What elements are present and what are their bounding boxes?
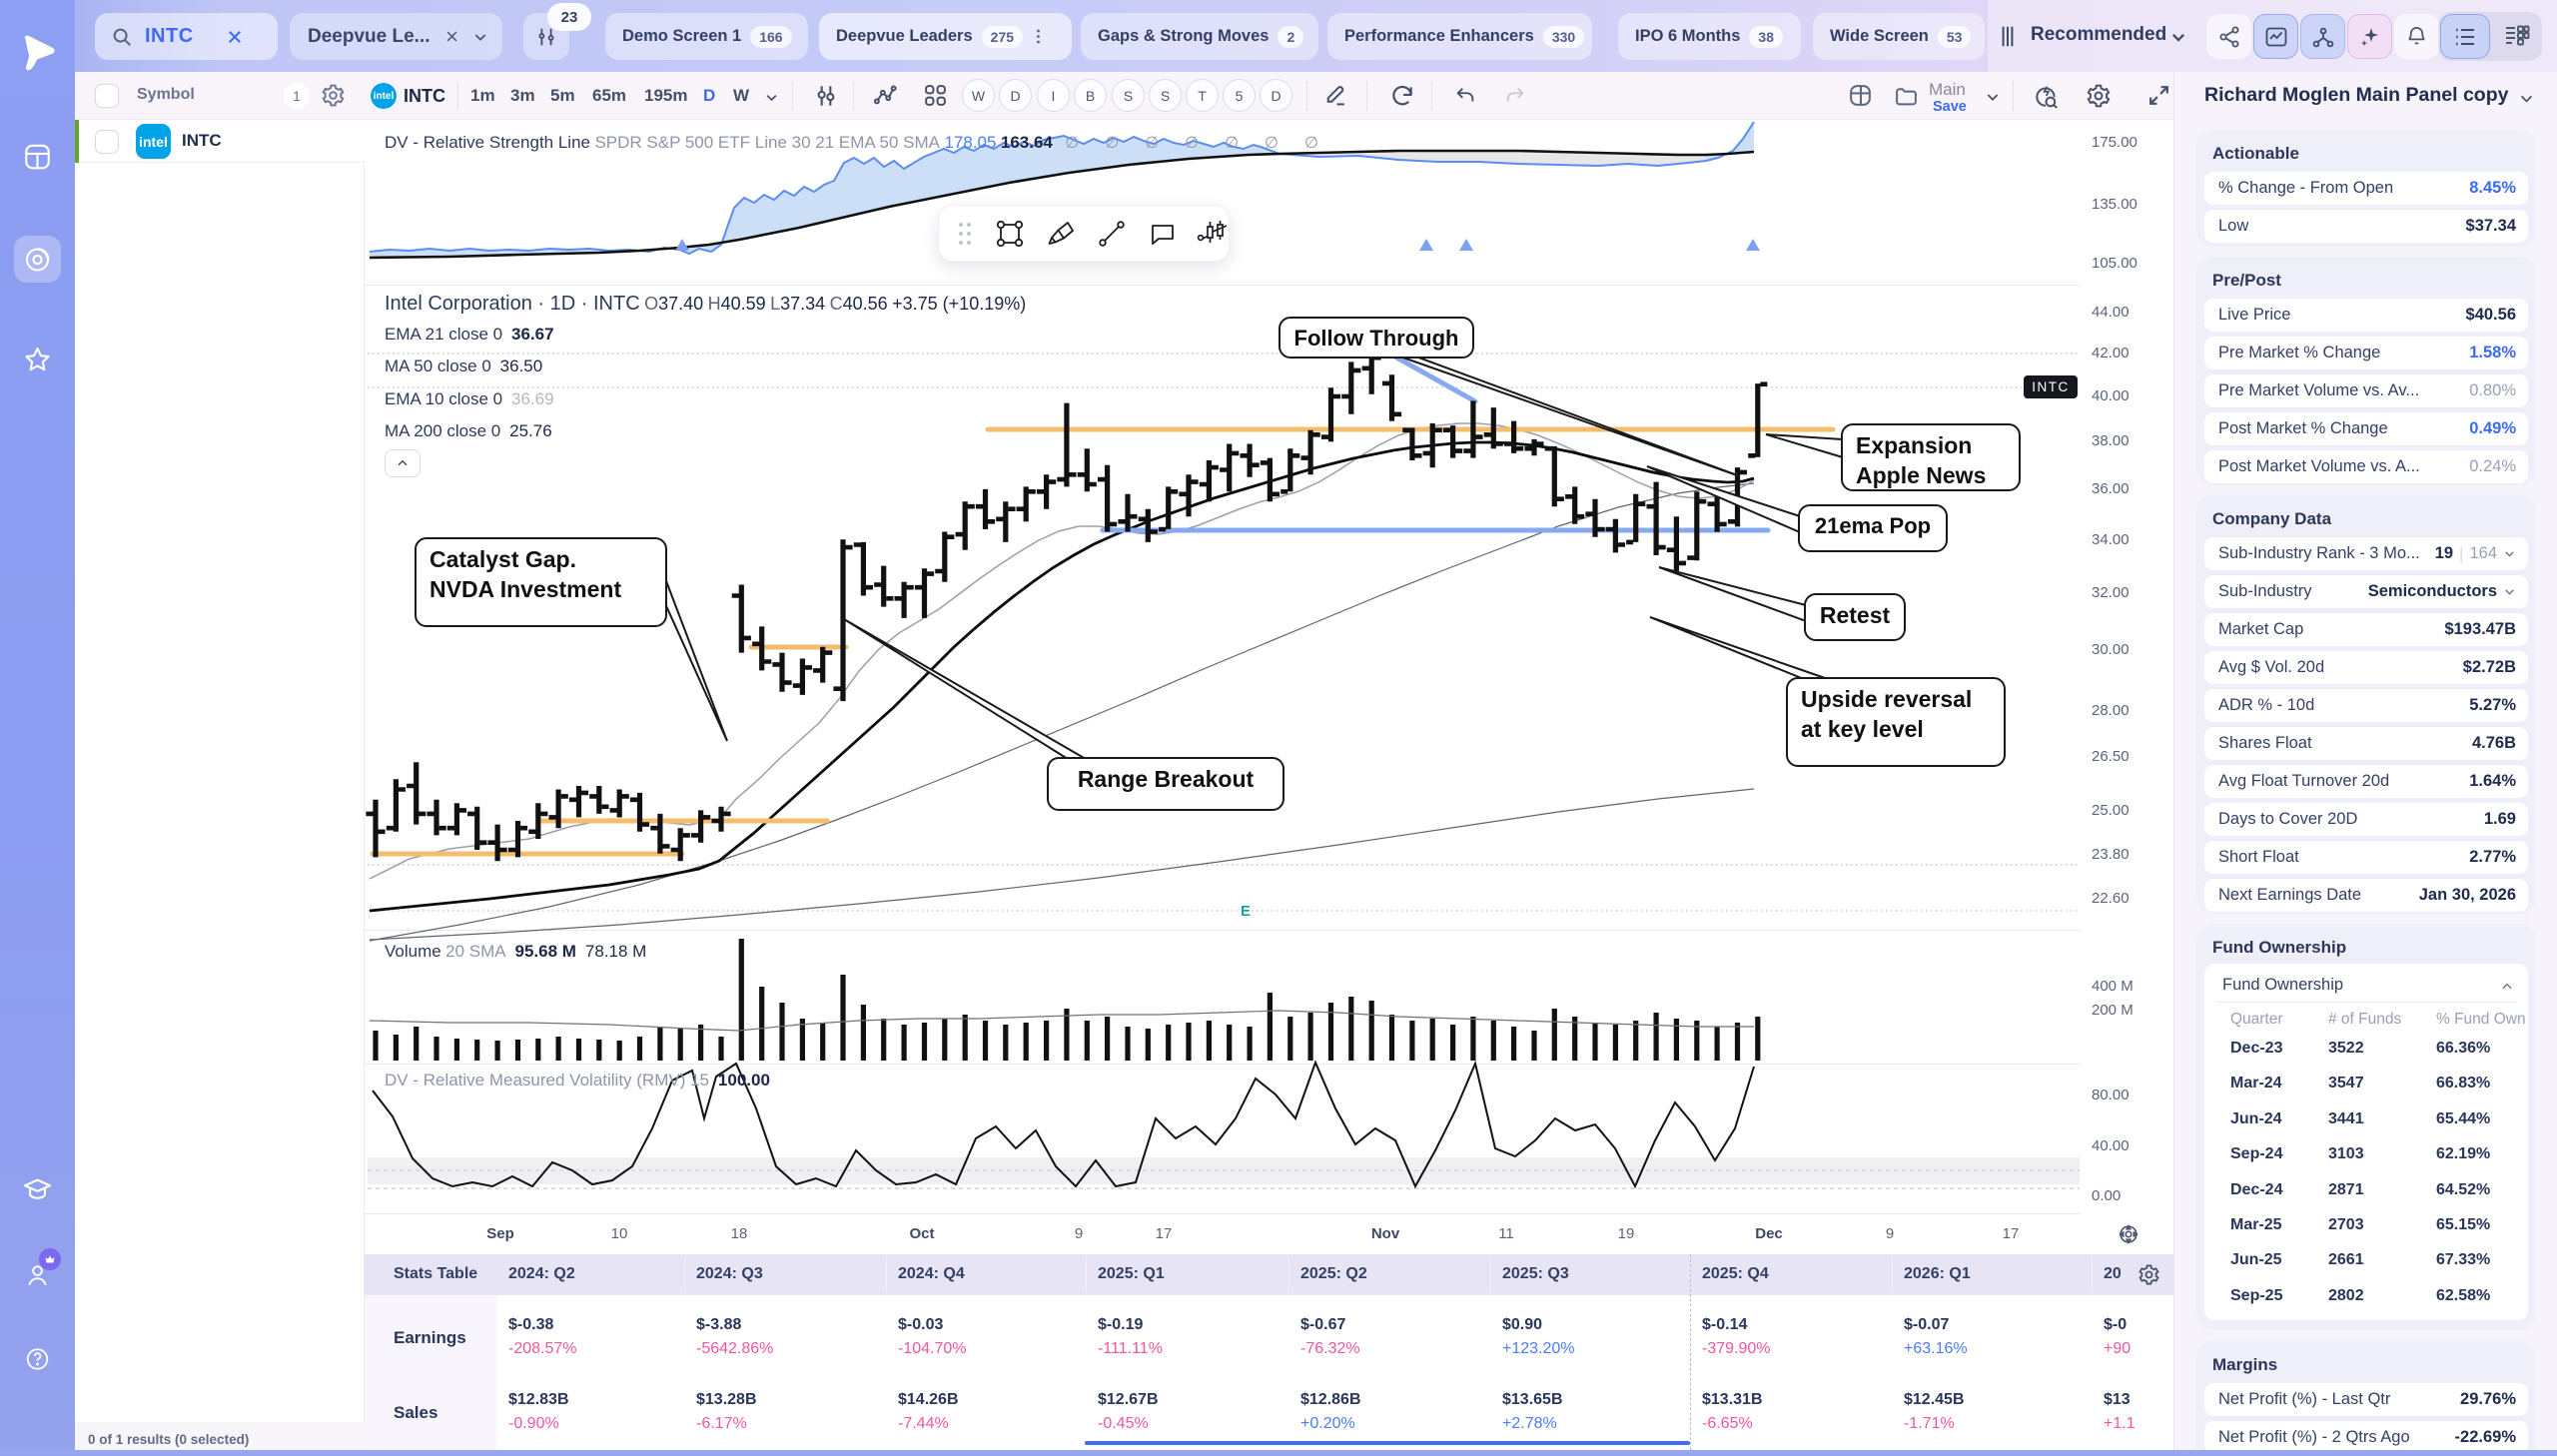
- svg-text:E: E: [1241, 903, 1251, 920]
